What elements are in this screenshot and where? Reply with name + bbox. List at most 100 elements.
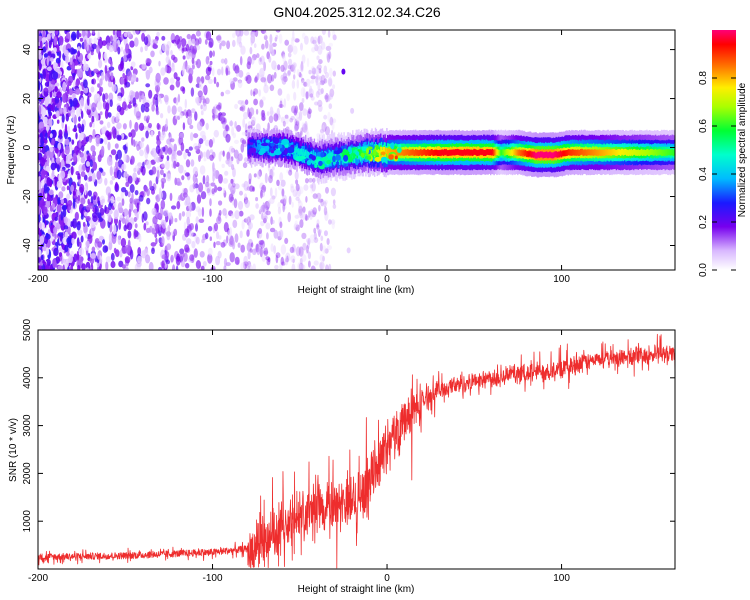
noise-speck [312, 39, 317, 45]
noise-speck [318, 59, 323, 65]
noise-speck [311, 67, 317, 75]
noise-speck [72, 153, 77, 162]
noise-speck [134, 190, 139, 196]
noise-speck [241, 139, 247, 145]
noise-speck [268, 175, 273, 184]
noise-speck [298, 246, 304, 257]
noise-speck [130, 94, 133, 100]
noise-speck [173, 160, 177, 169]
noise-speck [292, 258, 295, 263]
noise-speck [43, 183, 48, 194]
noise-speck [329, 116, 334, 126]
noise-speck [205, 66, 212, 76]
noise-speck [152, 216, 158, 225]
noise-speck [195, 260, 201, 269]
noise-speck [133, 139, 136, 147]
noise-speck [160, 67, 166, 76]
noise-speck [290, 183, 294, 189]
noise-speck [38, 214, 41, 223]
noise-speck [228, 145, 234, 154]
noise-speck [295, 120, 300, 126]
noise-speck [301, 254, 307, 262]
noise-speck [253, 98, 258, 106]
noise-speck [232, 132, 236, 139]
noise-speck [143, 36, 149, 46]
noise-speck [261, 43, 265, 50]
noise-speck [176, 76, 181, 82]
noise-speck [294, 121, 300, 131]
noise-speck [216, 68, 222, 76]
noise-speck [310, 95, 315, 101]
noise-speck [120, 46, 124, 52]
noise-speck [80, 235, 84, 243]
noise-speck [135, 106, 139, 112]
noise-speck [295, 196, 300, 201]
noise-speck [174, 218, 178, 223]
noise-speck [317, 35, 323, 44]
noise-speck [49, 57, 54, 62]
noise-speck [191, 38, 196, 46]
noise-speck [228, 229, 231, 240]
noise-speck [161, 236, 165, 246]
noise-speck [280, 256, 284, 266]
noise-speck [113, 209, 119, 220]
noise-speck [175, 255, 181, 266]
noise-speck [138, 93, 142, 103]
noise-speck [280, 64, 285, 72]
noise-speck [307, 110, 312, 120]
noise-speck [129, 184, 135, 193]
noise-speck [175, 97, 179, 106]
noise-speck [346, 247, 351, 254]
noise-speck [188, 117, 192, 124]
noise-speck [85, 240, 90, 248]
noise-speck [229, 120, 234, 127]
noise-speck [41, 263, 46, 270]
noise-speck [85, 261, 91, 270]
noise-speck [189, 124, 194, 130]
noise-speck [72, 97, 78, 107]
noise-speck [296, 187, 302, 197]
noise-speck [212, 113, 215, 121]
noise-speck [282, 120, 286, 127]
noise-speck [332, 70, 336, 77]
noise-speck [309, 85, 313, 94]
noise-speck [45, 233, 49, 238]
noise-speck [320, 198, 324, 207]
noise-speck [294, 118, 298, 126]
noise-speck [234, 121, 237, 129]
noise-speck [219, 114, 225, 122]
noise-speck [188, 67, 194, 76]
noise-speck [310, 265, 316, 270]
noise-speck [114, 181, 119, 192]
noise-speck [268, 55, 272, 63]
noise-speck [161, 254, 167, 260]
noise-speck [122, 101, 127, 111]
noise-speck [161, 219, 167, 229]
noise-speck [55, 147, 59, 154]
noise-speck [78, 68, 84, 78]
noise-speck [107, 81, 113, 88]
noise-speck [316, 228, 323, 234]
noise-speck [299, 219, 304, 229]
noise-speck [110, 149, 117, 156]
noise-speck [43, 53, 49, 58]
noise-speck [269, 44, 273, 54]
noise-speck [293, 74, 296, 80]
noise-speck [265, 204, 269, 211]
noise-speck [295, 179, 299, 185]
noise-speck [287, 70, 291, 77]
noise-speck [38, 62, 42, 71]
noise-speck [181, 65, 185, 76]
noise-speck [164, 65, 168, 73]
noise-speck [109, 180, 114, 185]
noise-speck [281, 51, 286, 57]
noise-speck [332, 84, 336, 90]
noise-speck [141, 63, 146, 70]
noise-speck [140, 46, 144, 53]
noise-speck [304, 213, 308, 222]
noise-speck [199, 165, 206, 175]
noise-speck [43, 206, 48, 216]
noise-speck [46, 33, 51, 40]
noise-speck [156, 31, 160, 37]
noise-speck [166, 243, 172, 251]
